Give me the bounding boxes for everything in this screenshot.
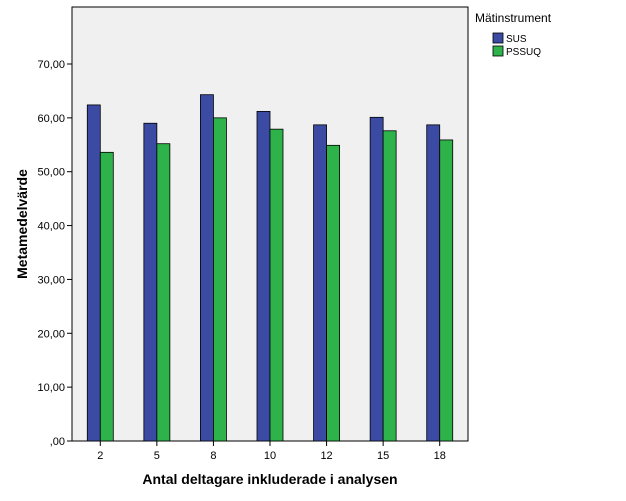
x-tick-label: 8 [210,450,216,462]
x-tick-label: 2 [97,450,103,462]
bars-group [86,94,454,442]
y-tick-label: 40,00 [37,221,65,233]
bar-sus-15 [369,116,384,442]
y-tick-label: ,00 [50,436,65,448]
bar-sus-10 [256,110,271,442]
bar-sus-12 [313,124,327,442]
bar-sus-2 [86,104,101,442]
y-tick-label: 60,00 [37,113,65,125]
bar-sus-5 [143,122,158,442]
y-axis-label: Metamedelvärde [14,169,30,279]
x-tick-label: 15 [377,450,389,462]
y-tick-label: 70,00 [37,59,65,71]
bar-pssuq-12 [326,144,340,442]
bar-pssuq-10 [269,128,284,442]
bar-pssuq-8 [213,117,227,442]
bar-pssuq-5 [156,143,171,442]
legend-swatch-sus [492,32,504,44]
bar-pssuq-15 [382,130,397,442]
bar-pssuq-18 [439,139,454,442]
y-tick-label: 10,00 [37,382,65,394]
legend-swatch-pssuq [492,45,504,57]
bar-pssuq-2 [99,151,114,442]
x-tick-label: 18 [434,450,446,462]
x-tick-label: 10 [264,450,276,462]
x-tick-label: 5 [154,450,160,462]
y-tick-label: 50,00 [37,167,65,179]
legend-label-sus: SUS [506,34,527,45]
bar-sus-18 [426,124,441,442]
y-axis: ,00 10,00 20,00 30,00 40,00 50,00 60,00 70,00 [37,59,72,448]
x-axis-label: Antal deltagare inkluderade i analysen [142,471,397,487]
x-tick-label: 12 [320,450,332,462]
y-tick-label: 20,00 [37,328,65,340]
legend: Mätinstrument SUS PSSUQ [475,11,552,58]
x-axis: 2 5 8 10 12 15 18 [97,441,446,462]
legend-title: Mätinstrument [475,11,552,25]
legend-label-pssuq: PSSUQ [506,47,541,58]
bar-sus-8 [200,94,214,442]
y-tick-label: 30,00 [37,274,65,286]
